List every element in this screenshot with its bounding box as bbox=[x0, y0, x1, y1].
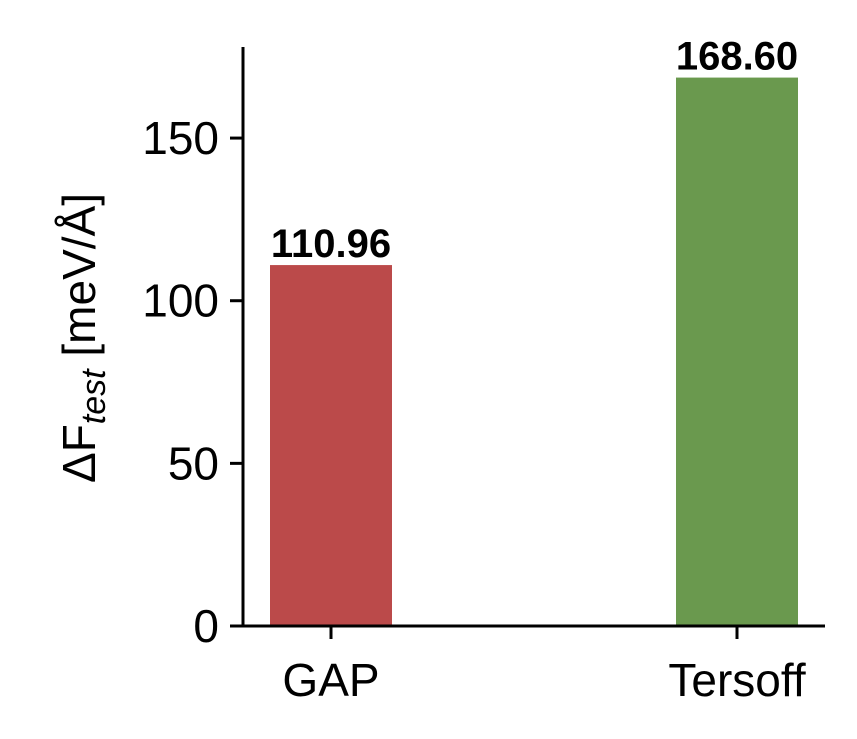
value-label-tersoff: 168.60 bbox=[676, 35, 798, 79]
y-axis-title-prefix: ΔF bbox=[53, 424, 105, 483]
y-tick-label-150: 150 bbox=[142, 112, 219, 164]
y-axis-title-subscript: test bbox=[75, 368, 113, 424]
y-axis-title-suffix: [meV/Å] bbox=[53, 193, 105, 369]
x-tick-label-tersoff: Tersoff bbox=[668, 654, 805, 706]
bar-tersoff bbox=[676, 77, 798, 626]
y-tick-label-0: 0 bbox=[193, 600, 219, 652]
bars-group bbox=[270, 77, 798, 626]
y-tick-label-50: 50 bbox=[168, 437, 219, 489]
y-ticks-group: 0 50 100 150 bbox=[142, 112, 243, 652]
y-axis-title: ΔFtest [meV/Å] bbox=[53, 193, 113, 483]
x-ticks-group: GAP Tersoff bbox=[282, 626, 806, 706]
y-tick-label-100: 100 bbox=[142, 275, 219, 327]
value-labels-group: 110.96 168.60 bbox=[271, 35, 798, 266]
bar-gap bbox=[270, 265, 392, 626]
x-tick-label-gap: GAP bbox=[282, 654, 379, 706]
value-label-gap: 110.96 bbox=[271, 222, 391, 266]
